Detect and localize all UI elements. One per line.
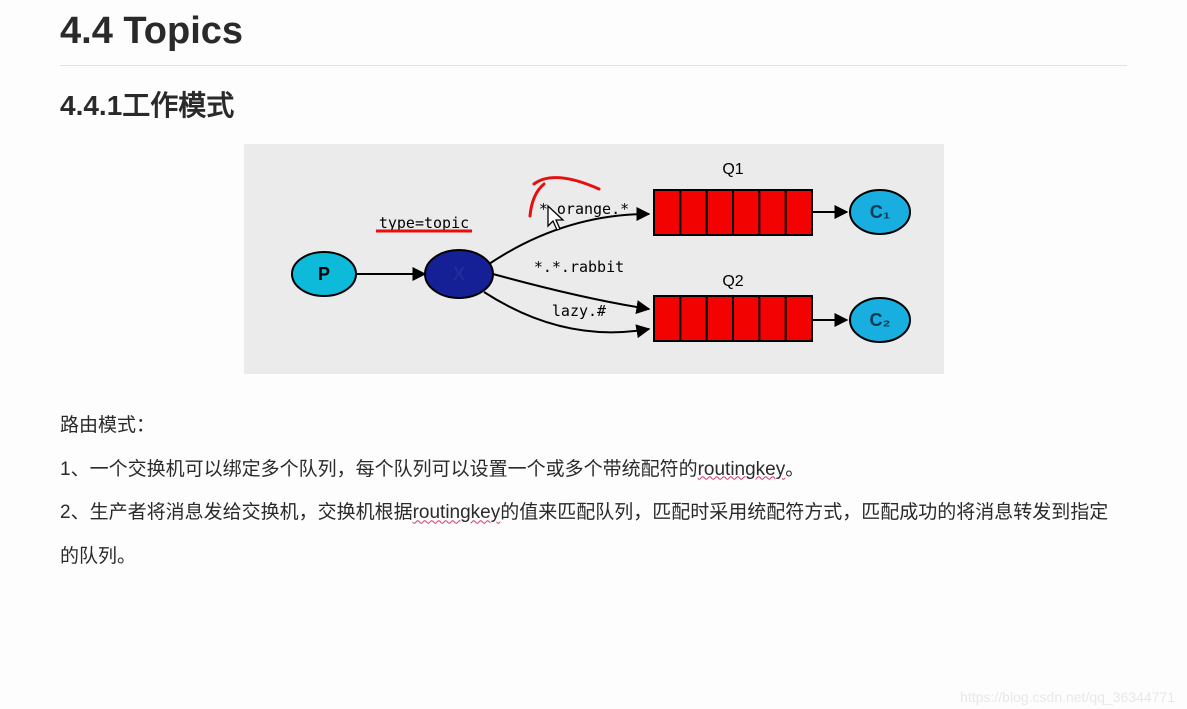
p1-post: 。 [785, 459, 804, 480]
p2-term: routingkey [413, 502, 501, 523]
svg-text:lazy.#: lazy.# [551, 302, 605, 320]
svg-text:X: X [452, 264, 464, 284]
intro-line: 路由模式： [60, 404, 1127, 448]
svg-text:C₁: C₁ [869, 202, 889, 222]
svg-text:type=topic: type=topic [378, 214, 468, 232]
svg-text:Q1: Q1 [722, 161, 743, 178]
body-text: 路由模式： 1、一个交换机可以绑定多个队列，每个队列可以设置一个或多个带统配符的… [60, 404, 1127, 579]
p1-pre: 1、一个交换机可以绑定多个队列，每个队列可以设置一个或多个带统配符的 [60, 459, 698, 480]
svg-text:P: P [317, 264, 329, 284]
svg-text:*.*.rabbit: *.*.rabbit [533, 258, 623, 276]
svg-text:Q2: Q2 [722, 273, 743, 290]
point-1: 1、一个交换机可以绑定多个队列，每个队列可以设置一个或多个带统配符的routin… [60, 448, 1127, 492]
p1-term: routingkey [698, 459, 786, 480]
topic-exchange-diagram: type=topic*.orange.**.*.rabbitlazy.#PXQ1… [244, 144, 944, 374]
point-2: 2、生产者将消息发给交换机，交换机根据routingkey的值来匹配队列，匹配时… [60, 491, 1127, 578]
section-heading: 4.4 Topics [60, 0, 1127, 59]
subsection-heading: 4.4.1工作模式 [60, 84, 1127, 124]
p2-pre: 2、生产者将消息发给交换机，交换机根据 [60, 502, 413, 523]
svg-text:C₂: C₂ [869, 310, 890, 330]
section-divider [60, 65, 1127, 66]
watermark: https://blog.csdn.net/qq_36344771 [960, 689, 1175, 705]
